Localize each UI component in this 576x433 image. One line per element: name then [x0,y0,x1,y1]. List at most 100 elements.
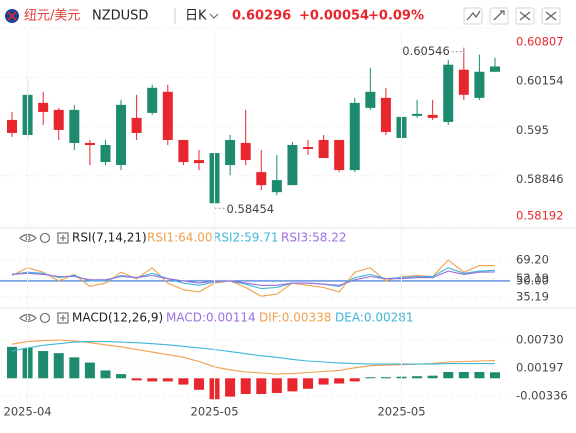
macd-bar [7,346,17,379]
low-annotation: 0.58454 [227,202,275,216]
eye-icon[interactable] [19,313,37,323]
y-tick-label: 50.00 [516,273,549,287]
add-icon[interactable] [57,312,69,324]
y-tick-label: 0.58192 [516,209,564,223]
change: +0.00054 [299,9,369,24]
x-tick-label: 2025-05 [377,405,425,419]
macd-bar [131,378,142,381]
macd-bar [162,378,173,382]
macd-bar [100,370,111,379]
macd-bar [178,378,189,385]
candle-body [412,113,423,116]
candle-body [489,66,500,72]
legend-entry: MACD:0.00114 [166,311,256,325]
candle-body [84,142,95,145]
candle-body [240,142,251,161]
legend-entry: DIF:0.00338 [259,311,331,325]
indicator-line [11,339,496,375]
candle-body [443,64,454,122]
candle-body [287,144,298,186]
candle-body [53,109,64,130]
high-annotation: 0.60546 [402,44,450,58]
candle-body [271,180,282,193]
legend-entry: DEA:0.00281 [335,311,414,325]
tool-button[interactable] [463,7,483,25]
legend-entry: RSI1:64.00 [147,231,213,245]
candle-body [69,109,80,143]
x-tick-label: 2025-05 [191,405,239,419]
price: 0.60296 [232,9,291,24]
tool-button[interactable] [541,7,561,25]
macd-bar [380,377,391,379]
gear-icon[interactable] [39,232,51,244]
candle-body [303,147,314,149]
indicator-line [11,341,495,365]
candle-body [7,119,17,133]
macd-bar [427,375,438,379]
macd-bar [116,374,127,379]
indicator-line [11,267,496,290]
macd-bar [84,362,95,379]
macd-bar [38,351,49,379]
period[interactable]: 日K [185,9,207,24]
macd-bar [474,372,485,379]
eye-icon[interactable] [19,233,37,243]
symbol: NZDUSD [92,9,148,24]
header: 纽元/美元 NZDUSD 日K 0.60296 +0.00054 +0.09% [5,7,561,25]
indicator-line [11,270,496,286]
draw-icon [466,10,481,21]
candle-body [100,144,111,163]
indicator-line [11,259,495,297]
add-icon[interactable] [57,232,69,244]
close-icon [545,11,557,21]
y-tick-label: 0.00197 [516,360,564,374]
macd-bar [225,378,236,397]
macd-bar [365,377,376,379]
macd-bar [489,372,500,379]
tool-button[interactable] [489,7,509,25]
pair-name: 纽元/美元 [24,9,80,24]
x-tick-label: 2025-04 [4,405,52,419]
macd-bar [303,378,314,389]
macd-bar [147,378,158,382]
y-tick-label: 0.00730 [516,333,564,347]
candle-body [318,139,329,159]
y-tick-label: 0.60807 [516,35,564,49]
add-plus [60,315,66,321]
y-tick-label: 0.595 [516,123,549,137]
candle-body [225,139,236,166]
legend-entry: RSI3:58.22 [281,231,347,245]
y-tick-label: 0.60154 [516,74,564,88]
y-tick-label: 69.20 [516,252,549,266]
macd-bar [412,376,423,379]
macd-bar [271,378,282,393]
change-pct: +0.09% [368,9,424,24]
macd-bar [53,353,64,379]
y-tick-label: 35.19 [516,290,549,304]
macd-bar [458,372,469,379]
candle-body [162,91,173,140]
macd-bar [240,378,251,394]
y-tick-label: 52.19 [516,271,549,285]
macd-bar [287,378,298,392]
candle-body [380,97,391,132]
flag-cross [7,11,17,21]
dropdown-arrow [209,13,219,19]
gear-icon[interactable] [39,312,51,324]
candle-body [178,139,189,163]
pen-icon [493,10,505,21]
macd-bar [69,357,80,379]
macd-bar [318,378,329,385]
macd-bar [193,378,204,390]
tool-button[interactable] [515,7,535,25]
macd-bar [334,378,345,384]
expand-icon [519,11,531,21]
candle-body [334,139,345,171]
candle-body [193,160,204,164]
rsi-title: RSI(7,14,21) [72,231,147,245]
macd-title: MACD(12,26,9) [72,311,163,325]
macd-bar [349,378,360,382]
add-plus [60,235,66,241]
